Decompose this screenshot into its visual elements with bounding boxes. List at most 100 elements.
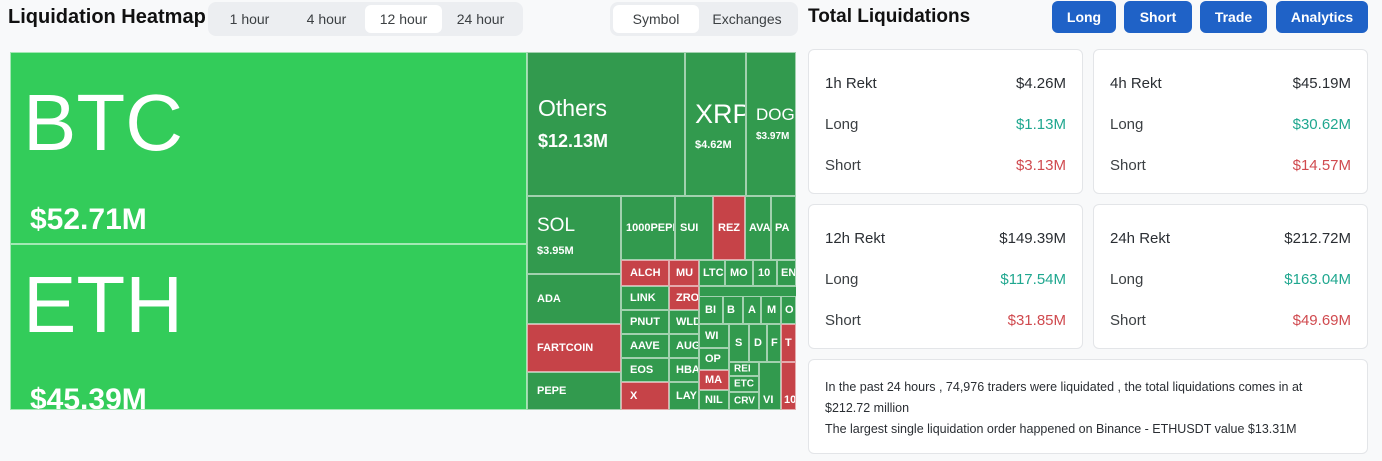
tile-en[interactable]: EN [777,260,796,286]
tile-name: AUG [676,340,699,352]
tile-t[interactable]: T [781,324,796,362]
tile-hba[interactable]: HBA [669,358,699,382]
tile-name: EOS [630,364,654,376]
tile-wi[interactable]: WI [699,324,729,348]
tile-a[interactable]: A [743,296,761,324]
timeframe-24h[interactable]: 24 hour [456,11,505,27]
short-button[interactable]: Short [1124,1,1192,33]
tile-pepe[interactable]: PEPE [527,372,621,410]
card-label: 12h Rekt [825,230,886,247]
long-label: Long [1110,271,1144,288]
page-title: Liquidation Heatmap [8,6,206,28]
tile-name: LAY [676,390,697,402]
trade-button[interactable]: Trade [1200,1,1267,33]
timeframe-1h[interactable]: 1 hour [229,11,270,27]
tile-etc[interactable]: ETC [729,376,759,392]
tile-value: $52.71M [30,203,147,236]
tile-link[interactable]: LINK [621,286,669,310]
tile-name: F [771,337,778,349]
tile-name: ALCH [630,267,661,279]
tile-ltc[interactable]: LTC [699,260,725,286]
mode-symbol[interactable]: Symbol [613,5,699,33]
analytics-button[interactable]: Analytics [1276,1,1368,33]
tile-value: $45.39M [30,383,147,410]
tile-d[interactable]: D [749,324,767,362]
tile-value: $3.97M [756,131,790,142]
tile-sol[interactable]: SOL $3.95M [527,196,621,274]
tile-f[interactable]: F [767,324,781,362]
tile-fartcoin[interactable]: FARTCOIN [527,324,621,372]
tile-m[interactable]: M [761,296,781,324]
tile-crv[interactable]: CRV [729,392,759,410]
tile-name: 10 [758,267,771,279]
timeframe-12h[interactable]: 12 hour [365,5,442,33]
tile-o[interactable]: O [781,296,796,324]
tile-doge[interactable]: DOGE $3.97M [746,52,796,196]
tile-name: WI [705,330,719,342]
long-label: Long [825,271,859,288]
tile-name: PNUT [630,316,660,328]
mode-exchanges[interactable]: Exchanges [712,11,782,27]
tile-name: MO [730,267,748,279]
tile-aave[interactable]: AAVE [621,334,669,358]
tile-name: X [630,390,638,402]
tile-name: LINK [630,292,656,304]
tile-ma[interactable]: MA [699,370,729,390]
tile-zro[interactable]: ZRO [669,286,699,310]
tile-eos[interactable]: EOS [621,358,669,382]
long-value: $1.13M [1015,116,1066,133]
tile-mu[interactable]: MU [669,260,699,286]
tile-others[interactable]: Others $12.13M [527,52,685,196]
tile-btc[interactable]: BTC $52.71M [10,52,527,244]
tile-op[interactable]: OP [699,348,729,370]
tile-name: NIL [705,394,723,406]
tile-s[interactable]: S [729,324,749,362]
tile-value: $4.62M [695,139,732,151]
long-value: $163.04M [1284,271,1351,288]
tile-alch[interactable]: ALCH [621,260,669,286]
card-24h-rekt: 24h Rekt $212.72M Long $163.04M Short $49.6… [1093,204,1368,349]
tile-name: REZ [718,222,740,234]
tile-wld[interactable]: WLD [669,310,699,334]
tile-ava[interactable]: AVA [745,196,771,260]
card-label: 24h Rekt [1110,230,1171,247]
tile-name: Others [538,95,608,121]
tile-name: MA [705,374,723,386]
tile-nil[interactable]: NIL [699,390,729,410]
short-value: $14.57M [1292,157,1351,174]
timeframe-4h[interactable]: 4 hour [306,11,347,27]
long-value: $117.54M [1000,271,1066,288]
tile-name: O [785,304,794,316]
tile-pnut[interactable]: PNUT [621,310,669,334]
view-mode-selector: Symbol Exchanges [610,2,798,36]
tile-sui[interactable]: SUI [675,196,713,260]
tile-x[interactable]: X [621,382,669,410]
tile-10[interactable]: 10 [753,260,777,286]
tile-aug[interactable]: AUG [669,334,699,358]
tile-name: ZRO [676,292,699,304]
tile-lay[interactable]: LAY [669,382,699,410]
summary-line-1: In the past 24 hours , 74,976 traders we… [825,380,1303,415]
tile-1000pepe[interactable]: 1000PEPE [621,196,675,260]
tile-rez[interactable]: REZ [713,196,745,260]
tile-b[interactable]: B [723,296,743,324]
timeframe-selector: 1 hour 4 hour 12 hour 24 hour [208,2,523,36]
card-label: 1h Rekt [825,75,877,92]
tile-xrp[interactable]: XRP $4.62M [685,52,746,196]
long-button[interactable]: Long [1052,1,1116,33]
tile-vi[interactable]: VI [759,362,781,410]
tile-rei[interactable]: REI [729,362,759,376]
long-label: Long [1110,116,1144,133]
long-value: $30.62M [1292,116,1351,133]
tile-name: SOL [537,215,576,236]
tile-name: D [754,337,762,349]
tile-bi[interactable]: BI [699,296,723,324]
tile-10-small[interactable]: 10 [781,362,796,410]
tile-name: MU [676,267,694,279]
tile-ada[interactable]: ADA [527,274,621,324]
summary-line-2: The largest single liquidation order hap… [825,422,1297,436]
tile-eth[interactable]: ETH $45.39M [10,244,527,410]
tile-name: ADA [537,293,561,305]
tile-mo[interactable]: MO [725,260,753,286]
tile-pa[interactable]: PA [771,196,796,260]
